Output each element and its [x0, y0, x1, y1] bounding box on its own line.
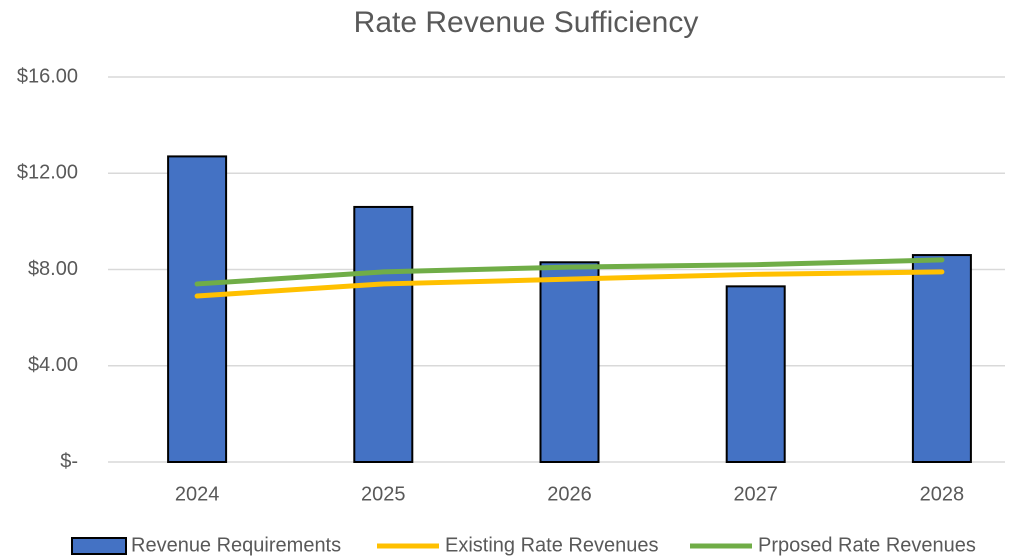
- line: [194, 269, 945, 299]
- y-tick-label: $-: [60, 450, 78, 472]
- bar: [725, 285, 786, 463]
- legend-swatch: [71, 537, 127, 555]
- chart-title: Rate Revenue Sufficiency: [354, 6, 699, 39]
- y-tick-label: $12.00: [17, 162, 78, 184]
- bar: [539, 261, 600, 463]
- x-tick-label: 2027: [733, 483, 778, 505]
- legend-label: Prposed Rate Revenues: [758, 534, 976, 556]
- y-tick-label: $8.00: [28, 258, 78, 280]
- y-tick-label: $16.00: [17, 65, 78, 87]
- bar: [911, 254, 972, 463]
- x-tick-label: 2028: [920, 483, 965, 505]
- bar: [167, 155, 228, 463]
- x-tick-label: 2026: [547, 483, 592, 505]
- line: [194, 257, 945, 287]
- legend-label: Revenue Requirements: [131, 534, 341, 556]
- y-tick-label: $4.00: [28, 354, 78, 376]
- bar: [353, 205, 414, 463]
- x-tick-label: 2025: [361, 483, 406, 505]
- x-tick-label: 2024: [175, 483, 220, 505]
- legend-label: Existing Rate Revenues: [445, 534, 658, 556]
